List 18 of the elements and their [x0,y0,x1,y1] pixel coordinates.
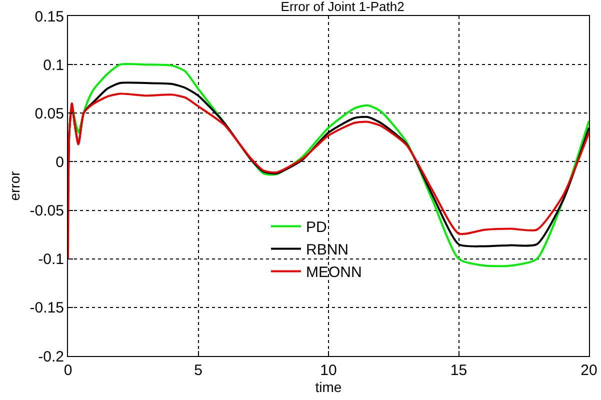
y-tick-label: 0.1 [43,56,64,74]
y-tick-label: -0.2 [38,348,64,366]
x-tick-label: 20 [580,362,598,379]
legend-label: PD [306,219,327,236]
x-axis-title: time [315,379,342,395]
x-tick-label: 10 [320,362,337,379]
x-tick-label: 5 [194,362,202,379]
legend-label: MEONN [306,264,362,282]
y-axis-title: error [6,170,22,201]
legend-label: RBNN [306,242,348,259]
y-tick-label: 0 [56,154,64,171]
x-tick-label: 15 [450,362,468,379]
y-tick-label: -0.1 [38,251,64,268]
y-tick-label: 0.15 [34,8,64,26]
chart-title: Error of Joint 1-Path2 [280,0,404,14]
y-tick-label: -0.05 [30,202,64,220]
y-tick-label: -0.15 [30,300,64,317]
y-tick-label: 0.05 [34,105,64,122]
